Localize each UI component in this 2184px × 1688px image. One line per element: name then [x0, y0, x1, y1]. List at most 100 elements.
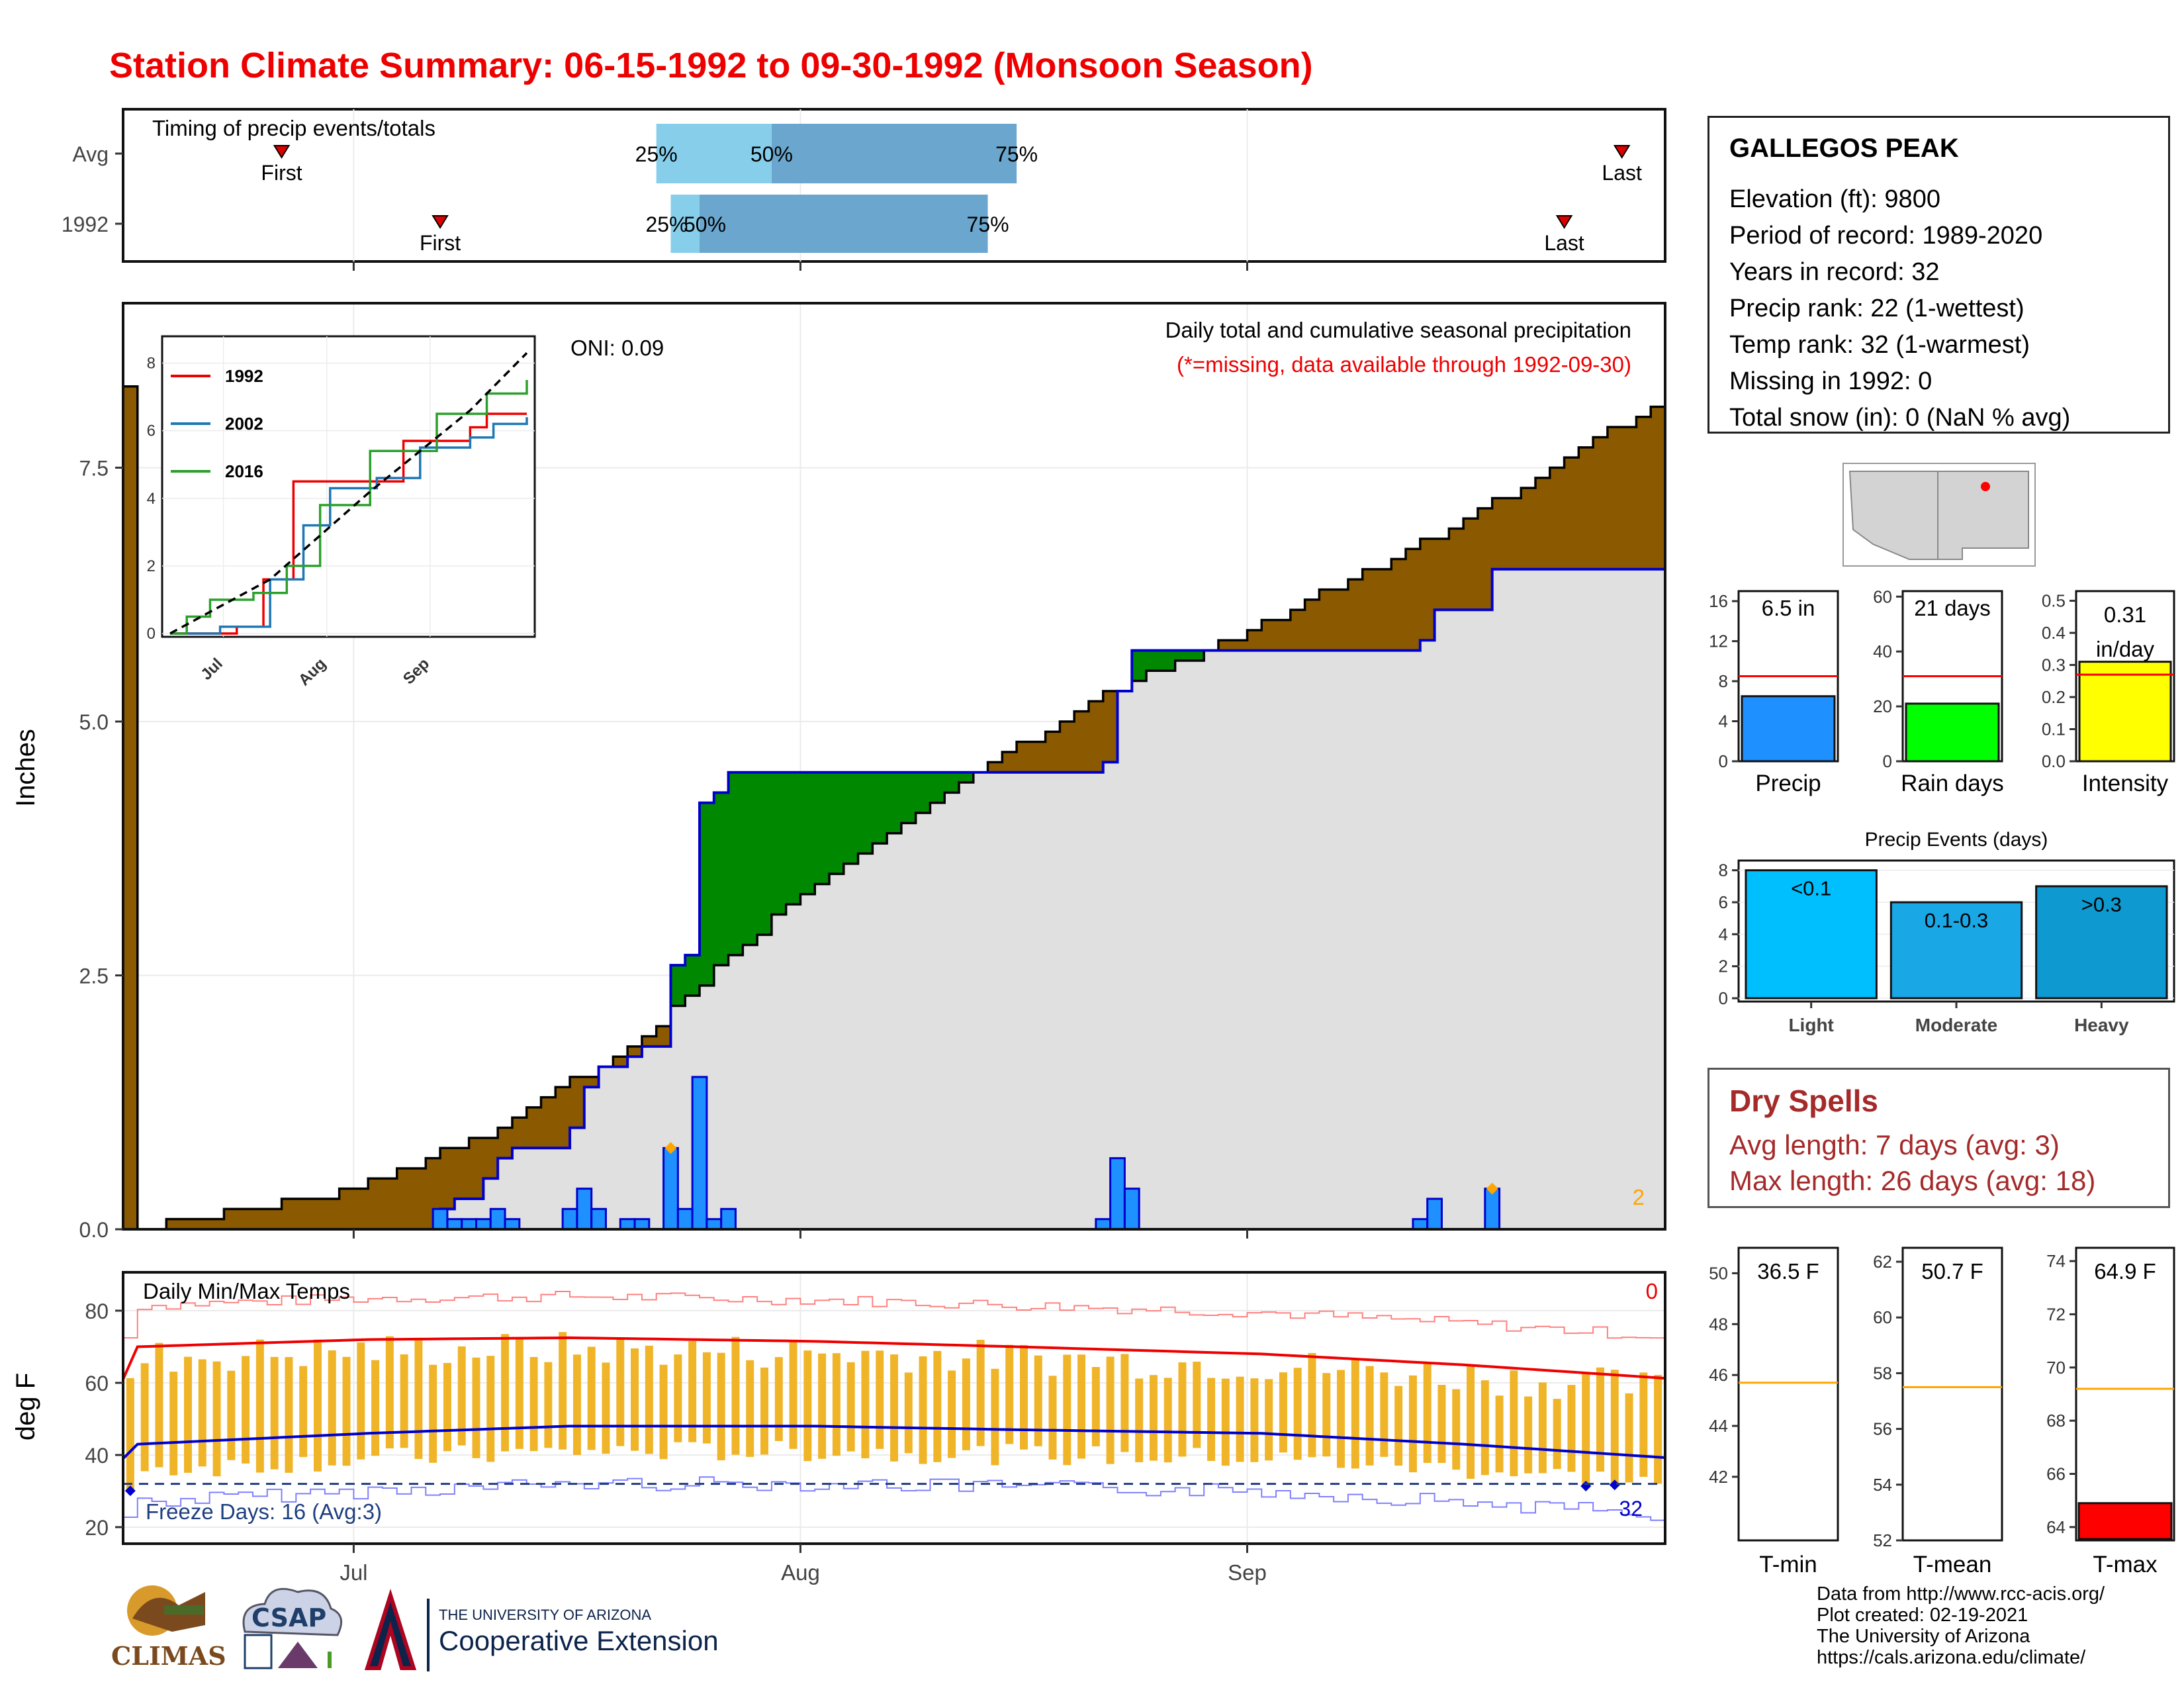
temp-daily-range-bar — [991, 1368, 999, 1466]
precip-deficit-band — [252, 1209, 268, 1229]
temp-daily-range-bar — [674, 1354, 682, 1442]
credits-created: Plot created: 02-19-2021 — [1817, 1605, 2028, 1626]
precip-surplus-band — [829, 772, 844, 874]
events-bar-label: <0.1 — [1791, 877, 1831, 900]
credits-source: Data from http://www.rcc-acis.org/ — [1817, 1583, 2105, 1605]
precip-surplus-band — [1132, 650, 1147, 681]
precip-daily-bar — [576, 1188, 593, 1231]
temp-record-max-line — [123, 1290, 1666, 1339]
precip-deficit-band — [224, 1209, 239, 1229]
precip-deficit-band — [238, 1209, 253, 1229]
inset-legend-label: 1992 — [225, 366, 263, 386]
temp-daily-range-bar — [645, 1345, 653, 1454]
side-precip-ytick-label: 16 — [1709, 591, 1728, 611]
precip-deficit-band — [1319, 589, 1334, 651]
temp-avg-min-line — [122, 1425, 1666, 1460]
precip-surplus-band — [944, 772, 960, 793]
temp-daily-range-bar — [1236, 1376, 1244, 1462]
inset-legend-label: 2016 — [225, 461, 263, 481]
side-rain_days-ytick-label: 20 — [1873, 696, 1892, 716]
precip-surplus-band — [670, 965, 686, 1006]
precip-deficit-band — [324, 1198, 340, 1229]
temp-daily-range-bar — [1308, 1352, 1316, 1458]
side-precip-ytick-label: 12 — [1709, 632, 1728, 651]
timing-first-marker — [273, 145, 291, 159]
tbar-tmin-ytick-label: 50 — [1709, 1263, 1728, 1283]
precip-deficit-band — [353, 1188, 369, 1229]
temp-daily-range-bar — [1654, 1374, 1662, 1484]
temp-daily-range-bar — [414, 1338, 423, 1459]
side-bars-panel: 0 4 8 12 16 6.5 in Precip 0 20 40 60 21 days Rain da… — [1709, 586, 2175, 796]
precip-deficit-band — [1621, 427, 1637, 569]
tbar-tmax-frame — [2075, 1246, 2175, 1542]
precip-daily-bar — [619, 1218, 636, 1231]
precip-surplus-band — [815, 772, 830, 884]
temp-daily-range-bar — [789, 1340, 797, 1449]
tbar-tmax-bar — [2077, 1502, 2173, 1540]
tbar-tmin-ytick-label: 46 — [1709, 1365, 1728, 1385]
precip-daily-bar — [432, 1207, 449, 1231]
precip-daily-bar — [1095, 1218, 1112, 1231]
temp-daily-range-bar — [1596, 1367, 1604, 1472]
precip-deficit-band — [613, 1056, 628, 1067]
events-bar-heavy — [2035, 885, 2168, 1000]
timing-first-label: First — [261, 161, 302, 185]
station-snow: Total snow (in): 0 (NaN % avg) — [1729, 404, 2071, 432]
temp-daily-range-bar — [443, 1362, 451, 1452]
tbar-tmin-value: 36.5 F — [1757, 1259, 1819, 1284]
precip-daily-bar — [1412, 1218, 1429, 1231]
precip-deficit-band — [555, 1087, 570, 1149]
dry-spells-max: Max length: 26 days (avg: 18) — [1729, 1165, 2096, 1196]
temp-daily-range-bar — [313, 1339, 322, 1472]
events-ytick-label: 8 — [1719, 861, 1728, 880]
temp-daily-range-bar — [1467, 1366, 1475, 1479]
events-category-label: Heavy — [2074, 1015, 2129, 1035]
timing-first-marker — [432, 215, 449, 229]
temp-daily-range-bar — [529, 1356, 538, 1452]
precip-daily-bar — [475, 1218, 492, 1231]
timing-last-label: Last — [1602, 161, 1642, 185]
temp-daily-range-bar — [285, 1357, 293, 1473]
temp-daily-range-bar — [140, 1363, 149, 1472]
timing-label: Timing of precip events/totals — [152, 116, 435, 140]
side-intensity-ytick-label: 0.5 — [2042, 591, 2066, 611]
precip-ytick-label: 7.5 — [79, 457, 109, 481]
temp-daily-range-bar — [1265, 1379, 1273, 1461]
precip-frame — [122, 302, 1666, 1231]
events-ytick-label: 2 — [1719, 957, 1728, 976]
temp-daily-range-bar — [976, 1339, 985, 1446]
temp-ytick-label: 80 — [85, 1299, 109, 1323]
timing-bar-q50-q75 — [771, 124, 1017, 183]
precip-deficit-band — [1045, 731, 1061, 773]
tbar-tmin-frame — [1737, 1246, 1839, 1542]
precip-surplus-band — [872, 772, 887, 844]
temp-daily-range-bar — [717, 1352, 725, 1461]
logos: CLIMAS CSAP THE UNIVERSITY OF ARIZONA Co… — [106, 1579, 741, 1688]
temp-daily-range-bar — [1495, 1395, 1504, 1473]
timing-q50-label: 50% — [751, 142, 793, 166]
side-precip-ytick-label: 0 — [1719, 751, 1728, 771]
dry-spells-box: Dry Spells Avg length: 7 days (avg: 3) M… — [1707, 1068, 2170, 1208]
precip-deficit-band — [1593, 437, 1608, 569]
tbar-tmax-ytick-label: 66 — [2046, 1464, 2066, 1484]
events-ytick-label: 4 — [1719, 924, 1728, 944]
temp-frame — [122, 1271, 1666, 1545]
tbar-tmax-value: 64.9 F — [2094, 1259, 2156, 1284]
precip-missing-marker — [1486, 1182, 1498, 1195]
temp-daily-range-bar — [299, 1366, 308, 1458]
precip-deficit-band — [526, 1107, 542, 1149]
events-title: Precip Events (days) — [1865, 829, 2048, 851]
credits-org: The University of Arizona — [1817, 1626, 2030, 1647]
tbar-tmean-ytick-label: 52 — [1873, 1530, 1892, 1550]
timing-bar-q25-q50 — [656, 124, 772, 183]
side-rain_days-ytick-label: 40 — [1873, 641, 1892, 661]
temp-daily-range-bar — [1322, 1373, 1331, 1457]
timing-bar-q25-q50 — [670, 195, 700, 253]
temp-daily-range-bar — [1120, 1354, 1129, 1452]
precip-daily-bar — [705, 1218, 723, 1231]
tbar-tmax-ytick-label: 68 — [2046, 1411, 2066, 1430]
precip-deficit-band — [1030, 741, 1046, 773]
temp-daily-range-bar — [1380, 1372, 1388, 1457]
